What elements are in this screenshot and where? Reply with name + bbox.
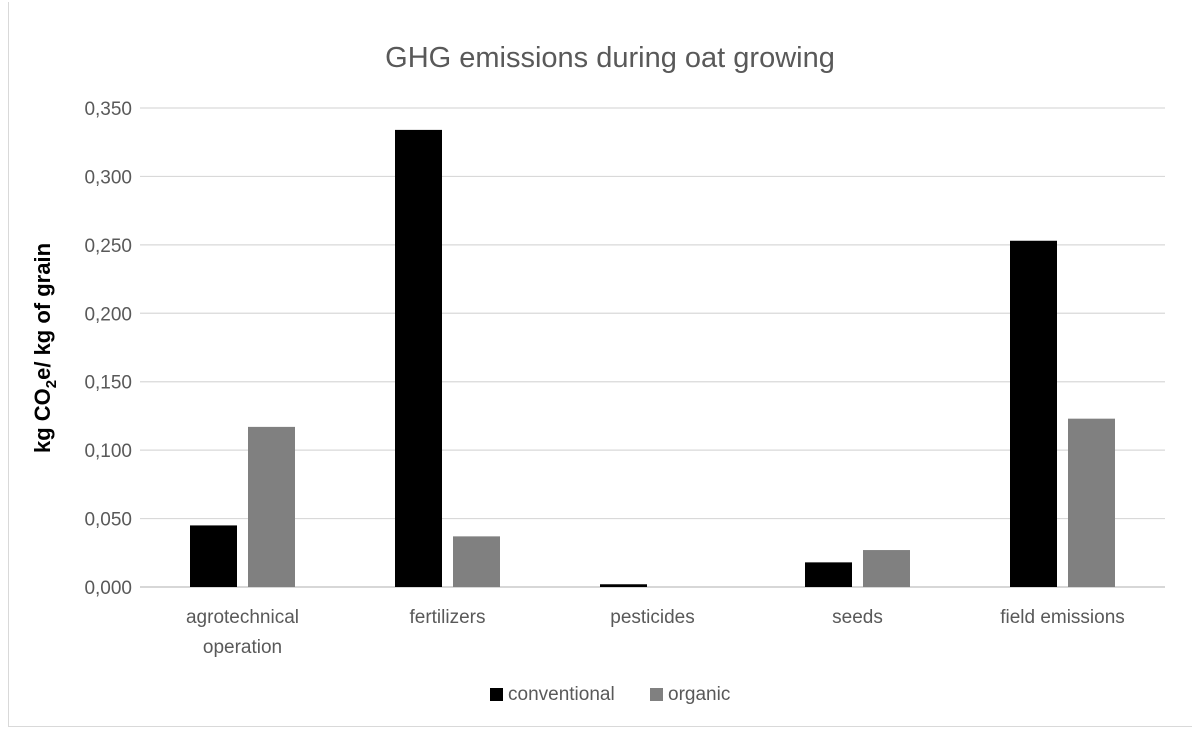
bar-organic	[248, 426, 295, 587]
y-tick-label: 0,200	[84, 304, 132, 325]
legend-label-organic: organic	[668, 684, 730, 705]
bar-organic	[863, 550, 910, 587]
y-axis-label-suffix: e/ kg of grain	[30, 243, 55, 380]
x-category-label: pesticides	[610, 607, 695, 628]
y-tick-label: 0,300	[84, 167, 132, 188]
bar-conventional	[600, 584, 647, 587]
y-axis-label: kg CO2e/ kg of grain	[30, 243, 60, 453]
x-category-label: agrotechnical	[186, 607, 299, 628]
bar-conventional	[190, 525, 237, 587]
bars	[190, 129, 1115, 587]
y-axis-label-subscript: 2	[43, 380, 60, 388]
y-tick-label: 0,050	[84, 510, 132, 531]
legend-swatch-organic	[650, 688, 663, 701]
bar-organic	[453, 536, 500, 587]
x-axis-category-labels: agrotechnical operation fertilizers pestici…	[186, 607, 1125, 658]
x-category-label: operation	[203, 637, 282, 658]
gridlines	[140, 107, 1165, 588]
y-tick-label: 0,250	[84, 236, 132, 257]
y-tick-label: 0,100	[84, 441, 132, 462]
y-tick-label: 0,150	[84, 373, 132, 394]
chart-frame	[8, 2, 1192, 727]
chart-title: GHG emissions during oat growing	[385, 42, 835, 74]
y-axis-label-prefix: kg CO	[30, 388, 55, 453]
y-axis-tick-labels: 0,000 0,050 0,100 0,150 0,200 0,250 0,300 0,350	[84, 99, 132, 599]
y-tick-label: 0,350	[84, 99, 132, 120]
legend: conventional organic	[490, 684, 730, 705]
bar-conventional	[395, 129, 442, 587]
x-category-label: seeds	[832, 607, 883, 628]
bar-conventional	[1010, 240, 1057, 587]
bar-conventional	[805, 562, 852, 587]
bar-organic	[1068, 418, 1115, 587]
y-tick-label: 0,000	[84, 578, 132, 599]
legend-swatch-conventional	[490, 688, 503, 701]
legend-label-conventional: conventional	[508, 684, 615, 705]
x-category-label: field emissions	[1000, 607, 1125, 628]
x-category-label: fertilizers	[409, 607, 485, 628]
